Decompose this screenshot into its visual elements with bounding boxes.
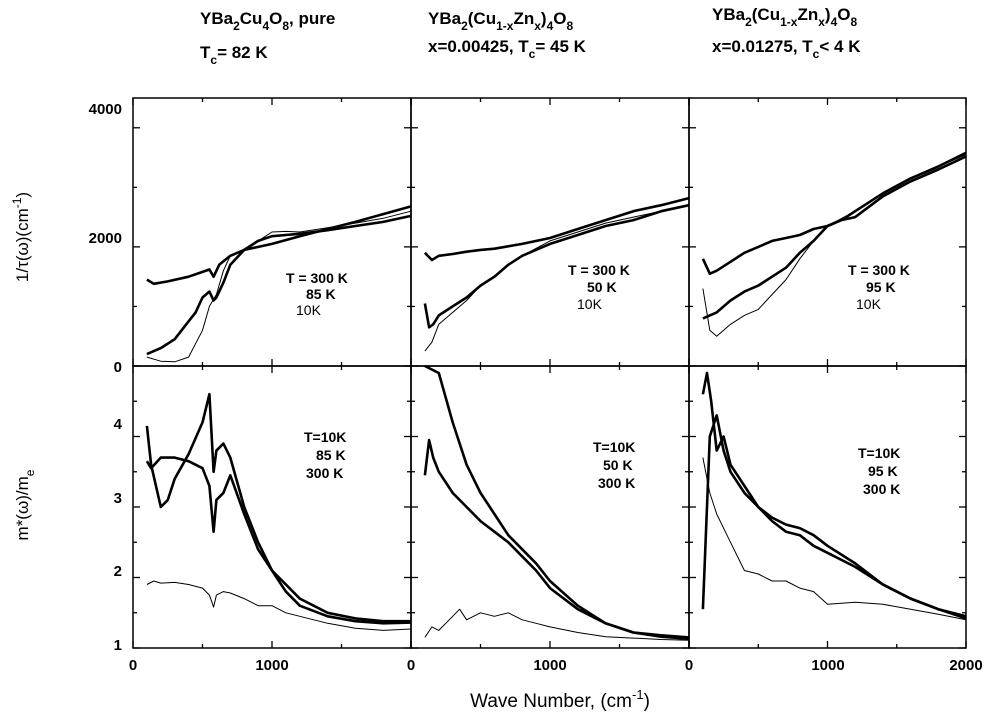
series-line-bottom-left-300K: [146, 580, 412, 631]
bottom-y-axis-label: m*(ω)/me: [13, 469, 37, 540]
legend-bottom-left-10: T=10K: [304, 429, 346, 445]
bottom-ytick-label-1: 1: [114, 637, 122, 654]
xtick-label-col1-1000: 1000: [533, 657, 566, 674]
series-line-top-middle-300K: [423, 196, 690, 262]
series-line-top-middle-50K: [423, 203, 690, 329]
legend-top-right-10: 10K: [856, 296, 882, 312]
top-ytick-label-4000: 4000: [89, 101, 122, 118]
xtick-label-col2-0: 0: [685, 657, 693, 674]
legend-top-left-10: 10K: [296, 302, 322, 318]
bottom-ytick-label-2: 2: [114, 563, 122, 580]
plot-layer: [132, 97, 967, 649]
bottom-ytick-label-3: 3: [114, 490, 122, 507]
panel-subtitle-left: Tc= 82 K: [200, 43, 268, 67]
legend-bottom-middle-10: T=10K: [593, 439, 635, 455]
series-line-top-left-85K: [146, 214, 412, 356]
top-ytick-label-0: 0: [114, 359, 122, 376]
bottom-ytick-label-4: 4: [114, 416, 123, 433]
series-line-bottom-right-300K: [702, 457, 967, 621]
panel-frame-bottom-middle: [410, 365, 690, 649]
legend-top-middle-10: 10K: [577, 296, 603, 312]
panel-subtitle-middle: x=0.00425, Tc= 45 K: [428, 37, 587, 61]
xtick-label-col1-0: 0: [407, 657, 415, 674]
legend-top-middle-50: 50 K: [587, 279, 617, 295]
series-line-top-left-10K: [146, 210, 412, 363]
series-line-bottom-middle-50K: [423, 438, 690, 641]
legend-bottom-middle-50: 50 K: [603, 457, 633, 473]
series-line-top-right-95K: [702, 155, 967, 320]
legend-top-right-95: 95 K: [866, 279, 896, 295]
legend-bottom-left-300: 300 K: [306, 465, 343, 481]
panel-title-middle: YBa2(Cu1-xZnx)4O8: [428, 9, 574, 33]
xtick-label-col0-1000: 1000: [255, 657, 288, 674]
panel-subtitle-right: x=0.01275, Tc< 4 K: [712, 37, 861, 61]
series-line-bottom-middle-10K: [424, 364, 690, 639]
series-line-bottom-middle-300K: [424, 608, 690, 641]
legend-bottom-middle-300: 300 K: [598, 475, 635, 491]
legend-top-left-300: T = 300 K: [286, 270, 348, 286]
legend-bottom-right-10: T=10K: [858, 445, 900, 461]
series-line-bottom-left-10K: [145, 392, 411, 623]
series-line-bottom-right-10K: [701, 414, 967, 618]
series-line-top-right-10K: [702, 154, 967, 337]
legend-bottom-right-95: 95 K: [868, 463, 898, 479]
x-axis-label: Wave Number, (cm-1): [470, 687, 650, 712]
legend-bottom-left-85: 85 K: [316, 447, 346, 463]
series-line-top-right-300K: [701, 151, 967, 275]
xtick-label-col0-0: 0: [129, 657, 137, 674]
legend-top-middle-300: T = 300 K: [568, 262, 630, 278]
legend-top-right-300: T = 300 K: [848, 262, 910, 278]
legend-top-left-85: 85 K: [306, 286, 336, 302]
series-line-bottom-left-85K: [145, 456, 412, 625]
series-line-top-middle-10K: [424, 204, 690, 352]
xtick-label-col2-1000: 1000: [811, 657, 844, 674]
top-ytick-label-2000: 2000: [89, 230, 122, 247]
panel-title-right: YBa2(Cu1-xZnx)4O8: [712, 5, 858, 29]
panel-title-left: YBa2Cu4O8, pure: [200, 9, 335, 33]
panel-frame-top-middle: [410, 97, 690, 367]
panel-frame-bottom-right: [688, 365, 967, 649]
legend-bottom-right-300: 300 K: [863, 481, 900, 497]
panel-frame-top-right: [688, 97, 967, 367]
series-line-top-left-300K: [146, 205, 412, 286]
series-line-bottom-right-95K: [701, 371, 967, 620]
xtick-label-col2-2000: 2000: [949, 657, 982, 674]
top-y-axis-label: 1/τ(ω)(cm-1): [10, 192, 32, 282]
